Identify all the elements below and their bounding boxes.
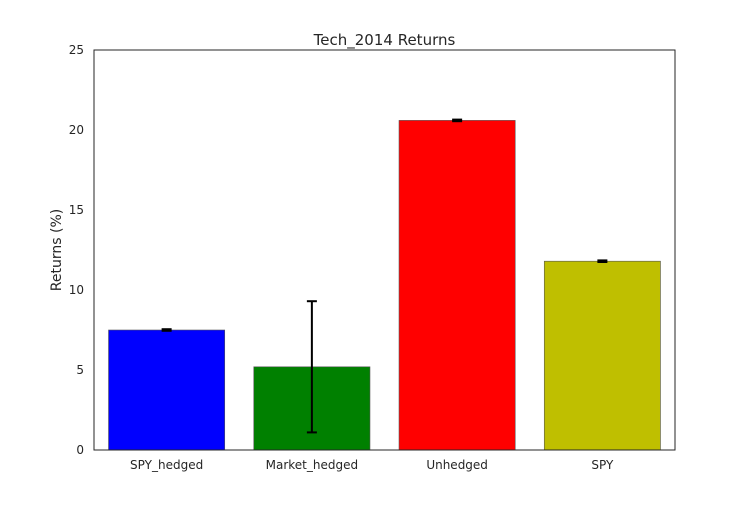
y-tick-labels: 0 5 10 15 20 25 bbox=[69, 43, 84, 457]
y-tick-label: 10 bbox=[69, 283, 84, 297]
chart-title: Tech_2014 Returns bbox=[313, 31, 456, 50]
error-bar-spy-hedged bbox=[161, 328, 172, 332]
y-tick-label: 20 bbox=[69, 123, 84, 137]
error-bar-spy bbox=[597, 259, 608, 263]
error-bar-unhedged bbox=[452, 118, 463, 123]
plot-area-frame bbox=[93, 49, 676, 451]
y-tick-label: 15 bbox=[69, 203, 84, 217]
y-axis-label: Returns (%) bbox=[49, 209, 65, 291]
y-tick-label: 25 bbox=[69, 43, 84, 57]
bar-unhedged bbox=[398, 120, 516, 451]
error-bar-market-hedged bbox=[306, 300, 317, 434]
y-tick-label: 0 bbox=[76, 443, 84, 457]
bar-spy bbox=[543, 260, 661, 451]
error-bars-layer bbox=[161, 118, 608, 434]
bar-spy-hedged bbox=[108, 329, 226, 451]
bars-layer bbox=[108, 120, 661, 451]
y-tick-label: 5 bbox=[76, 363, 84, 377]
x-tick-label: Market_hedged bbox=[266, 458, 358, 472]
x-tick-labels: SPY_hedged Market_hedged Unhedged SPY bbox=[130, 458, 614, 472]
x-tick-label: SPY_hedged bbox=[130, 458, 203, 472]
x-tick-label: SPY bbox=[591, 458, 614, 472]
x-tick-label: Unhedged bbox=[426, 458, 488, 472]
